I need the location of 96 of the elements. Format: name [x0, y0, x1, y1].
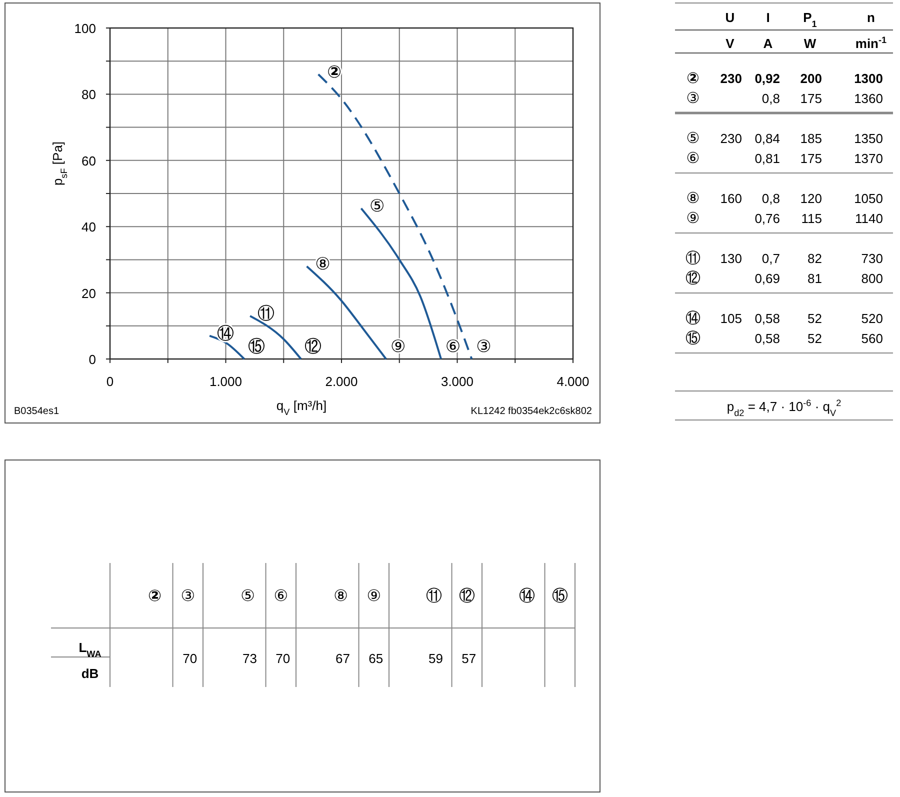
category-label: n — [867, 10, 876, 25]
text: L$_{WA}$ — [78, 640, 102, 659]
text: 560 — [861, 331, 883, 346]
text: 730 — [861, 251, 883, 266]
category-label: P$_{1}$ — [803, 10, 817, 29]
category-label: ⑤ — [240, 586, 255, 605]
annotation: ⑪ — [258, 304, 275, 324]
text: 67 — [336, 651, 350, 666]
category-label: ⑨ — [686, 209, 700, 227]
text: 0,76 — [754, 211, 780, 226]
text: 130 — [720, 251, 742, 266]
category-label: ⑥ — [686, 149, 700, 167]
text: 52 — [808, 311, 822, 326]
text: min$^{-1}$ — [855, 35, 887, 51]
x-tick-label: 1.000 — [209, 374, 242, 389]
category-label: I — [766, 10, 770, 25]
text: 0,58 — [754, 311, 780, 326]
category-label: ⑫ — [686, 269, 700, 287]
category-label: ⑪ — [686, 249, 700, 267]
annotation: ② — [327, 62, 342, 82]
annotation: ⑫ — [304, 337, 322, 357]
text: 0,58 — [754, 331, 780, 346]
text: 120 — [800, 191, 822, 206]
text: 59 — [428, 651, 444, 666]
text: 1360 — [854, 91, 883, 106]
text: 73 — [242, 651, 258, 666]
category-label: ③ — [180, 586, 196, 605]
text: 81 — [808, 271, 822, 286]
text: 0,7 — [762, 251, 780, 266]
category-label: ③ — [686, 89, 700, 107]
text: 82 — [808, 251, 822, 266]
category-label: ⑨ — [366, 586, 382, 605]
text: 230 — [720, 71, 742, 86]
text: 1350 — [854, 131, 883, 146]
text: 160 — [720, 191, 742, 206]
text: 70 — [182, 651, 198, 666]
text: 0,8 — [762, 191, 780, 206]
annotation: ⑮ — [248, 337, 265, 357]
text: 175 — [800, 91, 822, 106]
category-label: ⑭ — [686, 309, 700, 327]
text: 0,84 — [754, 131, 780, 146]
text: 1370 — [854, 151, 883, 166]
text: 65 — [368, 651, 384, 666]
y-tick-label: 60 — [82, 153, 96, 168]
text: W — [804, 36, 817, 51]
category-label: ② — [148, 586, 162, 605]
category-label: ⑧ — [686, 189, 700, 207]
annotation: ⑤ — [370, 196, 385, 216]
text: A — [763, 36, 774, 51]
text: 52 — [808, 331, 822, 346]
text: 0,81 — [754, 151, 780, 166]
category-label: ⑮ — [552, 586, 568, 605]
text: 800 — [861, 271, 883, 286]
category-label: ② — [686, 69, 700, 87]
text: 1050 — [854, 191, 883, 206]
x-tick-label: 4.000 — [556, 374, 590, 389]
category-label: ⑧ — [334, 586, 348, 605]
text: 0,69 — [754, 271, 780, 286]
annotation: ⑭ — [217, 324, 234, 344]
text: 1140 — [855, 211, 883, 226]
y-tick-label: 40 — [82, 220, 96, 235]
text: 200 — [800, 71, 822, 86]
text: 0,92 — [754, 71, 780, 86]
text: dB — [81, 666, 99, 681]
text: 70 — [276, 651, 290, 666]
y-tick-label: 80 — [82, 87, 96, 102]
annotation: ⑧ — [315, 254, 330, 274]
annotation: ⑨ — [390, 337, 406, 357]
annotation: ⑥ — [445, 337, 461, 357]
category-label: ⑭ — [518, 586, 535, 605]
text: 115 — [801, 211, 822, 226]
text: V — [726, 36, 735, 51]
category-label: U — [725, 10, 735, 25]
x-tick-label: 0 — [106, 374, 114, 389]
category-label: ⑫ — [458, 586, 475, 605]
text: 57 — [462, 651, 476, 666]
text: B0354es1 — [14, 406, 60, 417]
x-tick-label: 3.000 — [440, 374, 474, 389]
text: 105 — [720, 311, 742, 326]
text: 230 — [720, 131, 742, 146]
text: 185 — [800, 131, 822, 146]
y-tick-label: 100 — [74, 21, 96, 36]
text: 175 — [800, 151, 822, 166]
category-label: ⑪ — [426, 586, 442, 605]
text: 1300 — [854, 71, 883, 86]
text: KL1242 fb0354ek2c6sk802 — [470, 406, 592, 417]
y-tick-label: 20 — [82, 286, 96, 301]
x-axis-title: q$_{V}$ [m³/h] — [276, 398, 327, 417]
x-tick-label: 2.000 — [325, 374, 358, 389]
category-label: ⑥ — [274, 586, 288, 605]
text: 520 — [861, 311, 883, 326]
text: 0,8 — [762, 91, 780, 106]
y-tick-label: 0 — [88, 352, 96, 367]
category-label: ⑤ — [686, 129, 700, 147]
annotation: ③ — [476, 337, 492, 357]
category-label: ⑮ — [686, 329, 700, 347]
